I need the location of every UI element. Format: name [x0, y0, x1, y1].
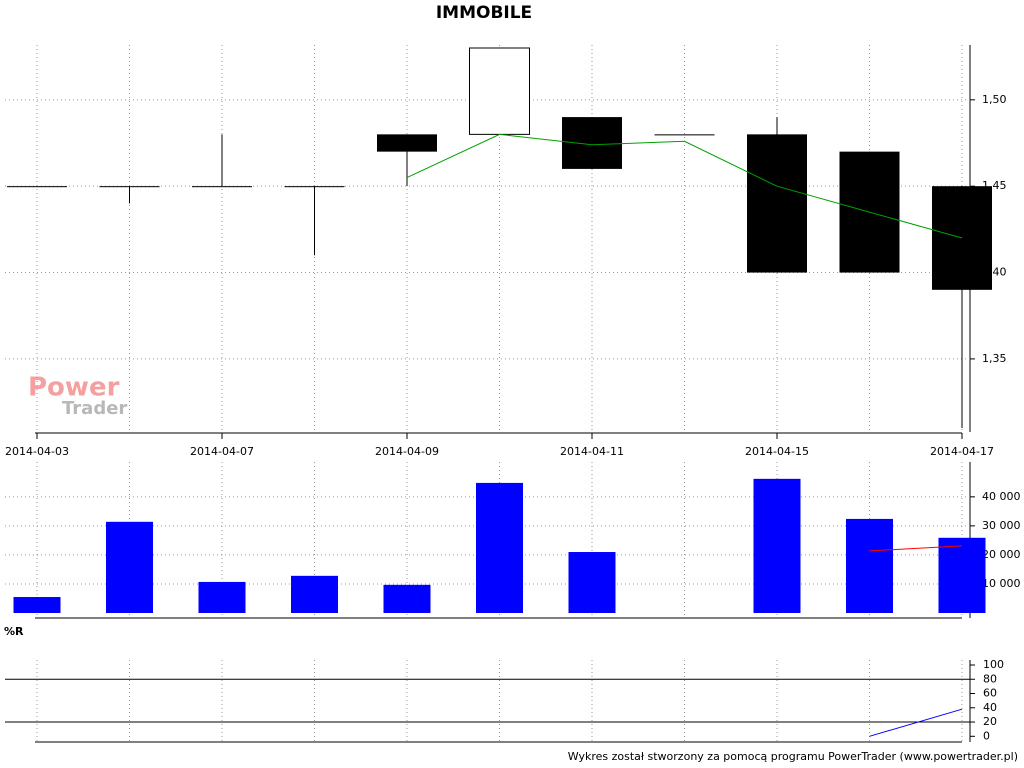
bar: [383, 584, 431, 613]
bar: [753, 478, 801, 613]
y-tick-label: 1,50: [982, 93, 1007, 106]
candle-body: [747, 134, 807, 273]
x-tick-label: 2014-04-07: [190, 445, 254, 458]
watermark: Power: [28, 373, 120, 403]
candle-body: [284, 186, 345, 188]
candle-body: [469, 47, 530, 135]
y-tick-label: 20 000: [982, 548, 1021, 561]
y-tick-label: 20: [983, 715, 997, 728]
bar: [13, 597, 61, 613]
candle-body: [192, 186, 252, 188]
y-tick-label: 30 000: [982, 519, 1021, 532]
x-tick-label: 2014-04-17: [930, 445, 994, 458]
candle-body: [377, 134, 437, 152]
bar: [106, 521, 153, 613]
candle-body: [99, 186, 160, 188]
overlay-line: [869, 545, 963, 552]
y-tick-label: 40: [983, 701, 997, 714]
watermark: Trader: [62, 398, 127, 419]
chart-title: IMMOBILE: [436, 3, 532, 23]
candle-body: [7, 186, 67, 188]
bar: [938, 537, 986, 613]
x-tick-label: 2014-04-11: [560, 445, 624, 458]
panel-title: %R: [4, 625, 24, 638]
line: [869, 708, 963, 737]
bar: [198, 581, 246, 613]
candle-body: [562, 117, 622, 169]
candle-body: [654, 134, 715, 136]
y-tick-label: 1,35: [982, 352, 1007, 365]
overlay-line: [406, 133, 963, 239]
bar: [291, 575, 338, 613]
y-tick-label: 80: [983, 672, 997, 685]
bar: [568, 552, 616, 613]
x-tick-label: 2014-04-03: [5, 445, 69, 458]
y-tick-label: 10 000: [982, 577, 1021, 590]
y-tick-label: 0: [983, 729, 990, 742]
x-tick-label: 2014-04-15: [745, 445, 809, 458]
bar: [476, 482, 523, 613]
footer: Wykres został stworzony za pomocą progra…: [568, 750, 1018, 763]
bar: [846, 518, 893, 613]
y-tick-label: 100: [983, 658, 1004, 671]
y-tick-label: 60: [983, 687, 997, 700]
y-tick-label: 40 000: [982, 490, 1021, 503]
x-tick-label: 2014-04-09: [375, 445, 439, 458]
